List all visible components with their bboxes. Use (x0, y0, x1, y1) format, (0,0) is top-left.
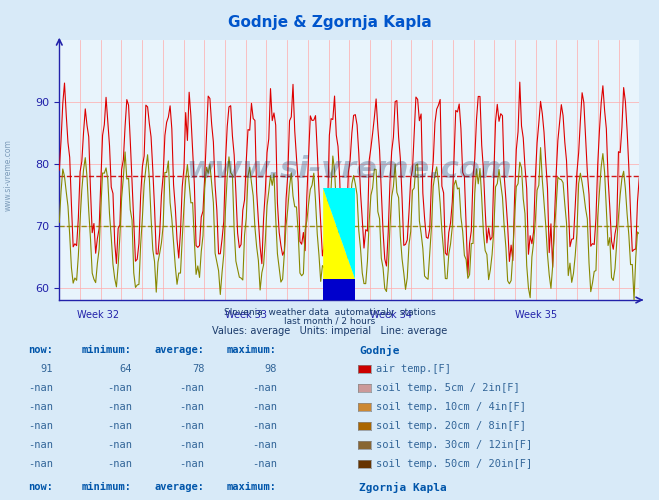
Text: minimum:: minimum: (82, 345, 132, 355)
Text: last month / 2 hours: last month / 2 hours (284, 316, 375, 326)
Text: Godnje & Zgornja Kapla: Godnje & Zgornja Kapla (227, 15, 432, 30)
Text: -nan: -nan (252, 459, 277, 469)
Text: maximum:: maximum: (227, 482, 277, 492)
Text: average:: average: (154, 345, 204, 355)
Text: Values: average   Units: imperial   Line: average: Values: average Units: imperial Line: av… (212, 326, 447, 336)
Text: -nan: -nan (252, 383, 277, 393)
Text: -nan: -nan (107, 402, 132, 412)
Text: -nan: -nan (252, 402, 277, 412)
Text: -nan: -nan (28, 459, 53, 469)
Text: Week 35: Week 35 (515, 310, 557, 320)
Text: Godnje: Godnje (359, 344, 399, 356)
Text: 78: 78 (192, 364, 204, 374)
Text: www.si-vreme.com: www.si-vreme.com (186, 156, 512, 184)
Text: -nan: -nan (28, 440, 53, 450)
Text: soil temp. 20cm / 8in[F]: soil temp. 20cm / 8in[F] (376, 421, 527, 431)
Polygon shape (323, 188, 355, 279)
Text: air temp.[F]: air temp.[F] (376, 364, 451, 374)
Text: Week 34: Week 34 (370, 310, 412, 320)
Text: now:: now: (28, 345, 53, 355)
Text: -nan: -nan (252, 421, 277, 431)
Text: -nan: -nan (28, 402, 53, 412)
Text: 91: 91 (40, 364, 53, 374)
Text: -nan: -nan (179, 402, 204, 412)
Text: soil temp. 30cm / 12in[F]: soil temp. 30cm / 12in[F] (376, 440, 532, 450)
Text: -nan: -nan (179, 440, 204, 450)
Text: soil temp. 50cm / 20in[F]: soil temp. 50cm / 20in[F] (376, 459, 532, 469)
Text: -nan: -nan (179, 383, 204, 393)
Text: 98: 98 (264, 364, 277, 374)
Text: -nan: -nan (28, 383, 53, 393)
Text: -nan: -nan (107, 459, 132, 469)
Text: maximum:: maximum: (227, 345, 277, 355)
Text: -nan: -nan (107, 421, 132, 431)
Text: Slovenia  weather data  automaticaly  stations: Slovenia weather data automaticaly stati… (223, 308, 436, 317)
Text: soil temp. 5cm / 2in[F]: soil temp. 5cm / 2in[F] (376, 383, 520, 393)
Text: Week 33: Week 33 (225, 310, 267, 320)
Text: -nan: -nan (28, 421, 53, 431)
Text: Week 32: Week 32 (76, 310, 119, 320)
Text: Zgornja Kapla: Zgornja Kapla (359, 482, 447, 492)
Text: soil temp. 10cm / 4in[F]: soil temp. 10cm / 4in[F] (376, 402, 527, 412)
Text: -nan: -nan (179, 421, 204, 431)
Text: -nan: -nan (179, 459, 204, 469)
Text: average:: average: (154, 482, 204, 492)
Bar (323, 279, 355, 316)
Text: -nan: -nan (107, 383, 132, 393)
Text: 64: 64 (119, 364, 132, 374)
Text: now:: now: (28, 482, 53, 492)
Text: -nan: -nan (252, 440, 277, 450)
Text: minimum:: minimum: (82, 482, 132, 492)
Text: www.si-vreme.com: www.si-vreme.com (4, 139, 13, 211)
Text: -nan: -nan (107, 440, 132, 450)
Polygon shape (323, 188, 355, 279)
